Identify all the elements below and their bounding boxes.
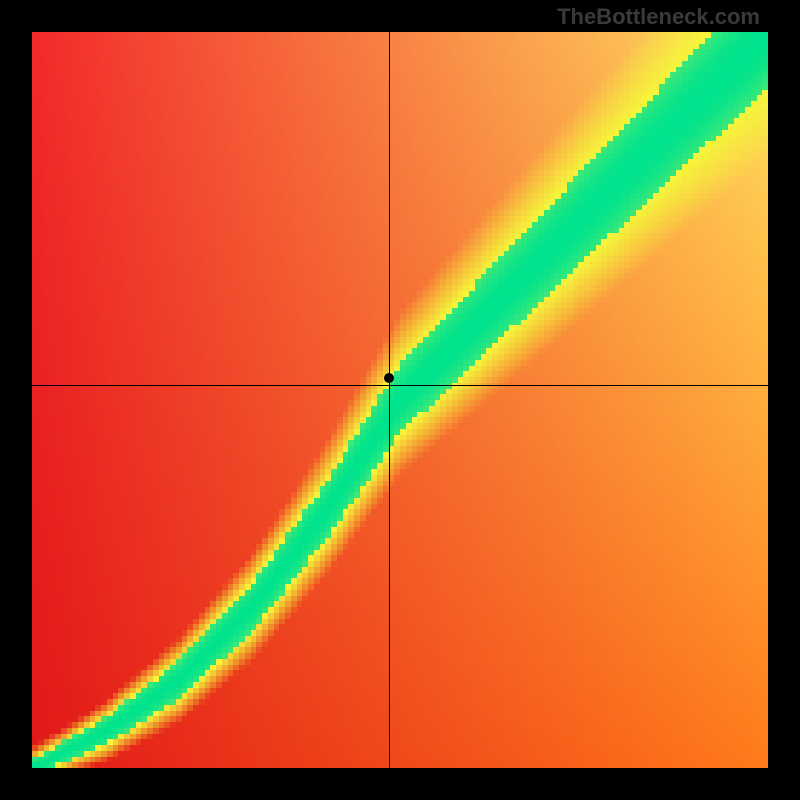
crosshair-vertical bbox=[389, 0, 390, 800]
chart-container: TheBottleneck.com bbox=[0, 0, 800, 800]
crosshair-horizontal bbox=[0, 385, 800, 386]
selected-point-marker bbox=[384, 373, 394, 383]
bottleneck-heatmap bbox=[32, 32, 768, 768]
watermark-text: TheBottleneck.com bbox=[557, 4, 760, 30]
